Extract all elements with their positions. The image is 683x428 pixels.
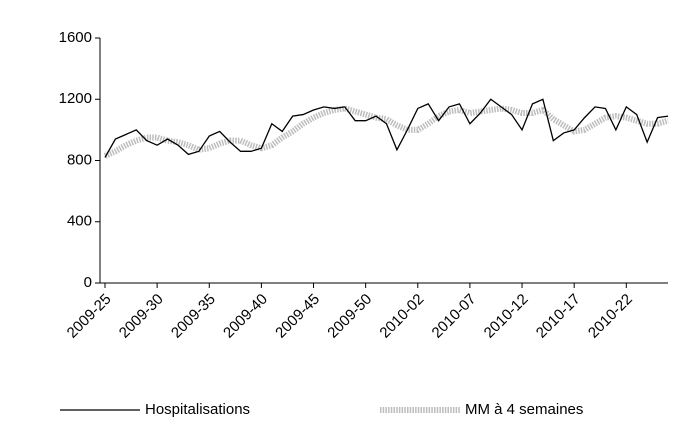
x-tick-label: 2009-35: [168, 291, 219, 342]
x-tick-label: 2010-02: [376, 291, 427, 342]
x-tick-label: 2010-12: [481, 291, 532, 342]
x-tick-label: 2009-30: [116, 291, 167, 342]
x-tick-label: 2009-40: [220, 291, 271, 342]
x-tick-label: 2010-17: [533, 291, 584, 342]
x-tick-label: 2009-25: [64, 291, 115, 342]
y-tick-label: 400: [67, 213, 92, 230]
y-tick-label: 800: [67, 151, 92, 168]
series-line: [104, 98, 669, 158]
series-line: [103, 105, 669, 159]
y-tick-label: 1600: [59, 29, 92, 46]
y-tick-label: 1200: [59, 90, 92, 107]
x-tick-label: 2009-45: [272, 291, 323, 342]
legend-label: MM à 4 semaines: [465, 401, 583, 418]
x-tick-label: 2009-50: [324, 291, 375, 342]
x-tick-label: 2010-07: [429, 291, 480, 342]
x-tick-label: 2010-22: [585, 291, 636, 342]
y-tick-label: 0: [84, 274, 92, 291]
legend-label: Hospitalisations: [145, 401, 250, 418]
